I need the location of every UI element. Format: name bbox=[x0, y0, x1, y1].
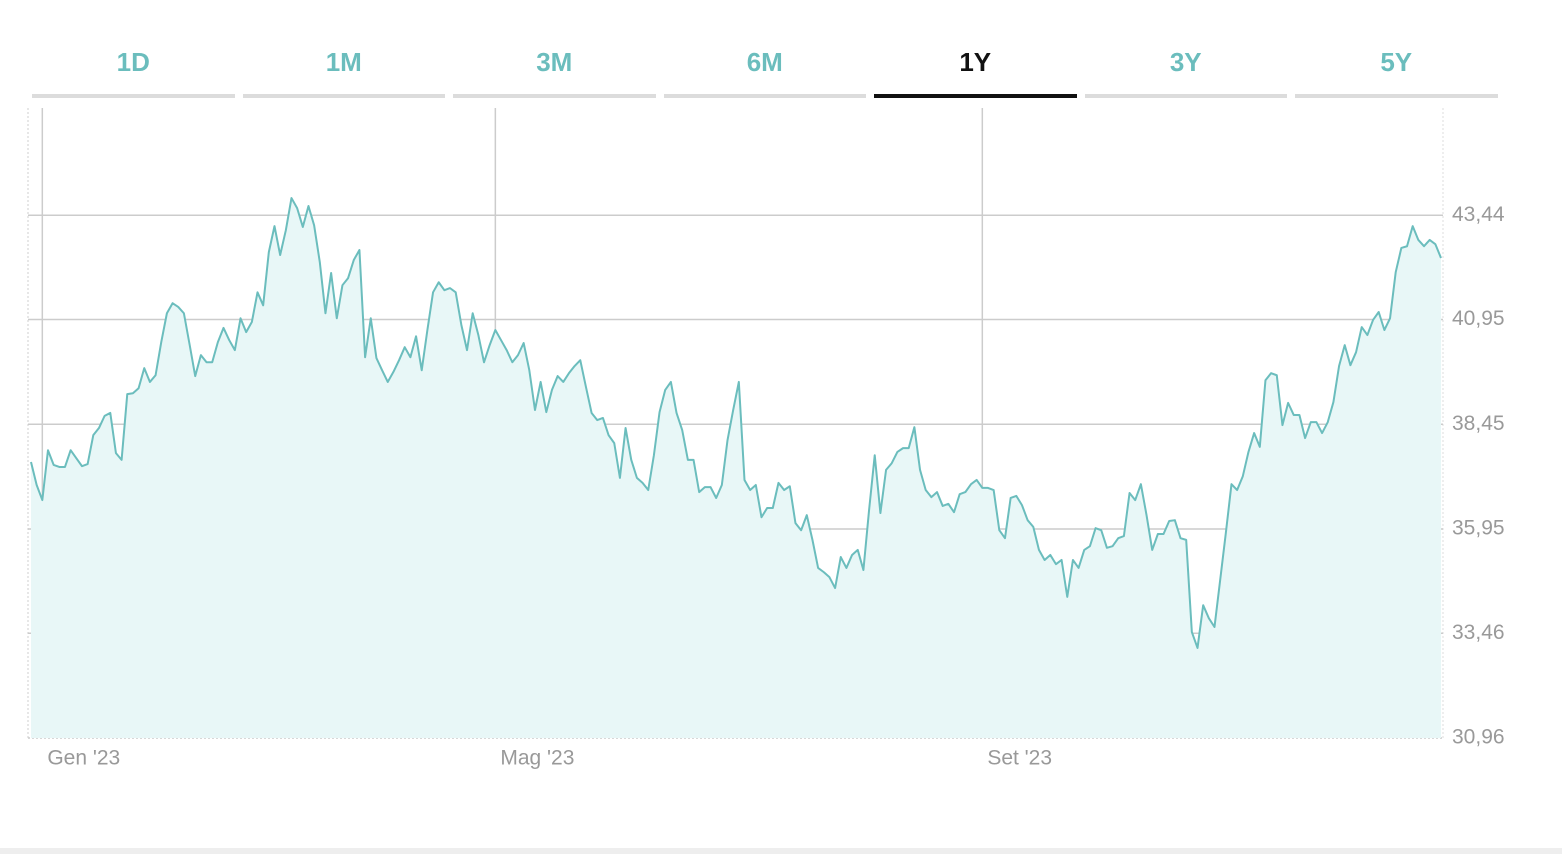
area-fill bbox=[31, 198, 1441, 738]
range-tab[interactable]: 1D bbox=[32, 30, 235, 98]
bottom-band bbox=[0, 848, 1562, 854]
y-tick-label: 30,96 bbox=[1452, 726, 1505, 749]
range-tab[interactable]: 3Y bbox=[1084, 30, 1287, 98]
x-tick-label: Gen '23 bbox=[47, 747, 120, 770]
y-tick-label: 38,45 bbox=[1452, 412, 1505, 435]
range-tab[interactable]: 3M bbox=[453, 30, 656, 98]
price-line bbox=[30, 197, 1442, 649]
range-tab[interactable]: 1M bbox=[242, 30, 445, 98]
x-tick-label: Mag '23 bbox=[500, 747, 574, 770]
y-tick-label: 33,46 bbox=[1452, 621, 1505, 644]
y-tick-label: 40,95 bbox=[1452, 307, 1505, 330]
range-tab[interactable]: 6M bbox=[663, 30, 866, 98]
y-tick-label: 43,44 bbox=[1452, 203, 1505, 226]
x-tick-label: Set '23 bbox=[987, 747, 1052, 770]
range-tabs: 1D 1M 3M 6M 1Y 3Y 5Y bbox=[32, 30, 1498, 98]
range-tab[interactable]: 5Y bbox=[1295, 30, 1498, 98]
y-tick-label: 35,95 bbox=[1452, 517, 1505, 540]
range-tab[interactable]: 1Y bbox=[874, 30, 1077, 98]
